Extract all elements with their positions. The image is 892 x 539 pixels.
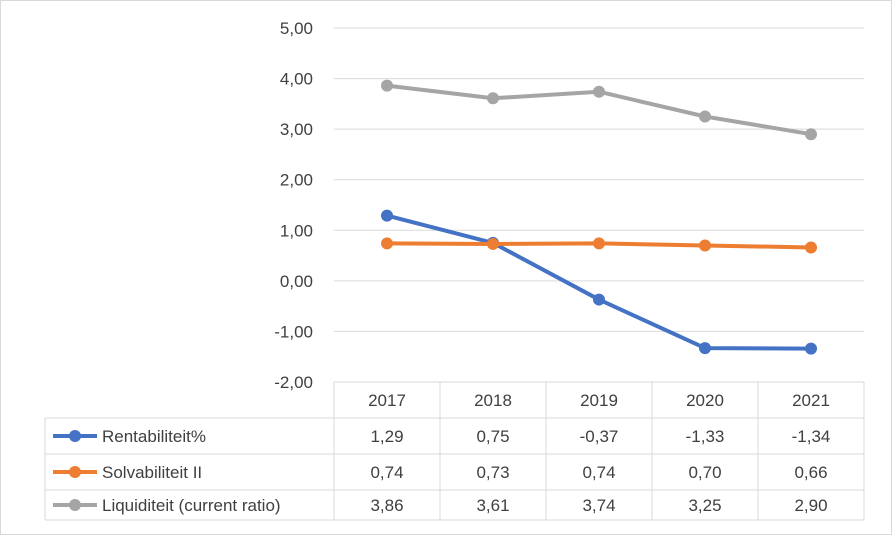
- data-table-cell: 3,61: [476, 496, 509, 515]
- data-table-cell: 0,70: [688, 463, 721, 482]
- x-tick-label: 2019: [580, 391, 618, 410]
- data-point: [805, 128, 817, 141]
- data-point: [699, 342, 711, 355]
- y-tick-label: 0,00: [280, 272, 313, 291]
- legend-label: Liquiditeit (current ratio): [102, 496, 281, 515]
- data-point: [699, 110, 711, 123]
- legend-label: Rentabiliteit%: [102, 427, 206, 446]
- data-point: [593, 293, 605, 306]
- legend-label: Solvabiliteit II: [102, 463, 202, 482]
- data-table-cell: 3,86: [370, 496, 403, 515]
- series-line: [385, 213, 813, 351]
- data-table-cell: -1,33: [686, 427, 725, 446]
- data-point: [593, 237, 605, 250]
- data-point: [699, 239, 711, 252]
- data-table-cell: -1,34: [792, 427, 831, 446]
- x-tick-label: 2018: [474, 391, 512, 410]
- data-point: [487, 92, 499, 105]
- y-tick-label: -1,00: [274, 322, 313, 341]
- y-tick-label: 5,00: [280, 19, 313, 38]
- x-tick-label: 2020: [686, 391, 724, 410]
- data-table-cell: 3,74: [582, 496, 615, 515]
- data-point: [805, 342, 817, 355]
- legend-key-marker: [69, 499, 81, 511]
- y-tick-label: 2,00: [280, 171, 313, 190]
- data-table: 2017 2018 2019 2020 2021 Rentabiliteit% 1,29 0,…: [44, 381, 865, 521]
- data-table-cell: 2,90: [794, 496, 827, 515]
- y-tick-label: 1,00: [280, 221, 313, 240]
- data-table-cell: 3,25: [688, 496, 721, 515]
- y-tick-label: 4,00: [280, 70, 313, 89]
- data-table-cell: 0,75: [476, 427, 509, 446]
- data-point: [487, 237, 499, 250]
- y-tick-label: -2,00: [274, 373, 313, 392]
- data-point: [381, 209, 393, 222]
- x-tick-label: 2017: [368, 391, 406, 410]
- data-table-cell: 1,29: [370, 427, 403, 446]
- data-table-cell: 0,74: [582, 463, 615, 482]
- legend-key-marker: [69, 466, 81, 478]
- y-tick-label: 3,00: [280, 120, 313, 139]
- x-tick-label: 2021: [792, 391, 830, 410]
- data-table-cell: 0,66: [794, 463, 827, 482]
- y-axis-ticks: 5,00 4,00 3,00 2,00 1,00 0,00 -1,00 -2,00: [274, 19, 313, 392]
- data-point: [381, 79, 393, 92]
- legend-key-marker: [69, 430, 81, 442]
- data-table-cell: 0,73: [476, 463, 509, 482]
- series-lines: [381, 79, 817, 355]
- data-point: [593, 85, 605, 98]
- data-point: [805, 241, 817, 254]
- gridlines: [334, 27, 864, 383]
- data-point: [381, 237, 393, 250]
- data-table-cell: -0,37: [580, 427, 619, 446]
- data-table-cell: 0,74: [370, 463, 403, 482]
